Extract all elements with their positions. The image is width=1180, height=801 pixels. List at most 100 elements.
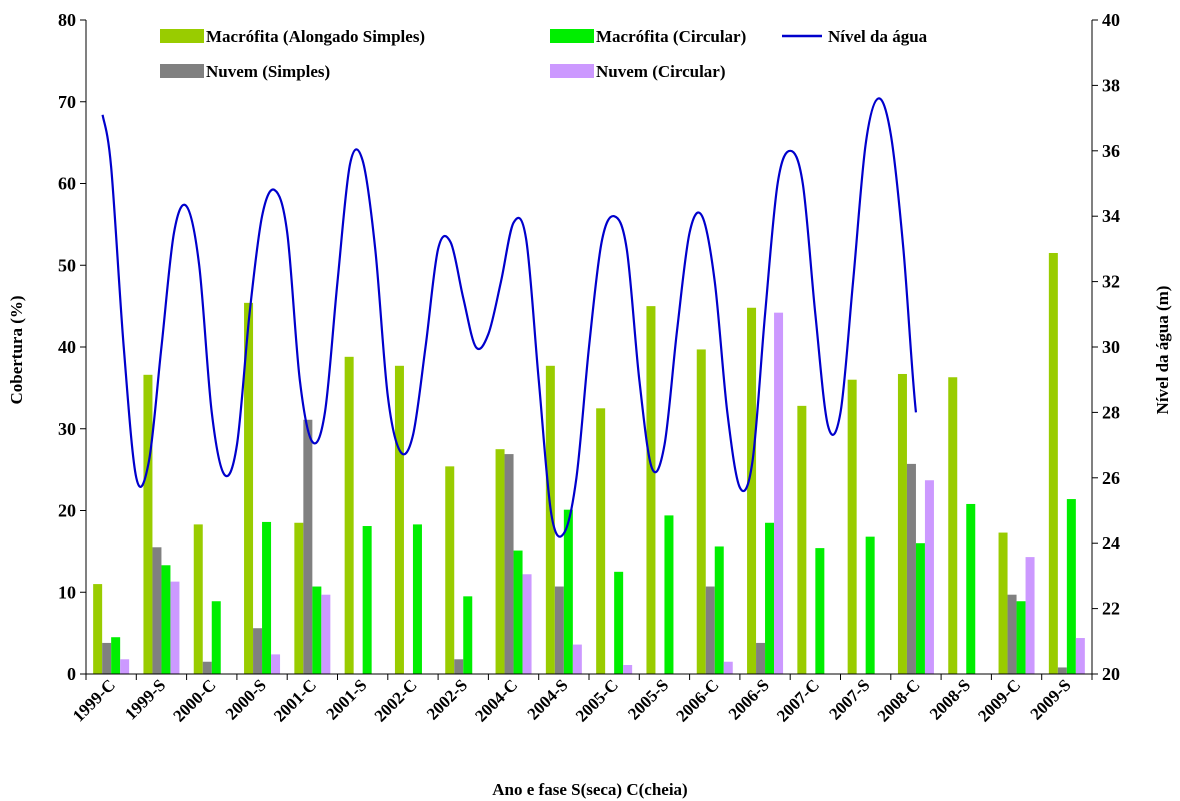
bar — [244, 302, 254, 674]
category-tick-label: 2004-C — [471, 675, 521, 725]
right-tick-label: 22 — [1102, 599, 1120, 619]
bar — [271, 654, 281, 674]
bar — [705, 586, 715, 674]
bar — [774, 312, 784, 674]
category-tick-label: 2000-S — [222, 675, 270, 723]
left-tick-label: 80 — [58, 10, 76, 30]
bar — [563, 509, 573, 674]
bar — [747, 307, 757, 674]
right-tick-label: 28 — [1102, 402, 1120, 422]
right-tick-label: 40 — [1102, 10, 1120, 30]
bar — [102, 642, 112, 674]
bar — [1057, 667, 1067, 674]
left-tick-label: 70 — [58, 92, 76, 112]
right-tick-label: 32 — [1102, 272, 1120, 292]
legend-label: Nível da água — [828, 27, 928, 46]
category-tick-label: 2006-C — [672, 675, 722, 725]
category-tick-label: 1999-S — [121, 675, 169, 723]
bar — [120, 659, 130, 674]
legend: Macrófita (Alongado Simples) Macrófita (C… — [160, 27, 928, 81]
left-axis-ticks: 0 10 20 30 40 50 60 70 80 — [58, 10, 86, 684]
bar — [495, 449, 505, 674]
left-tick-label: 40 — [58, 337, 76, 357]
line-layer — [101, 97, 918, 538]
bar — [152, 547, 162, 674]
legend-swatch — [550, 29, 594, 43]
category-axis-ticks: 1999-C 1999-S 2000-C 2000-S 2001-C 2001-S 2002… — [69, 674, 1093, 726]
category-tick-label: 2005-S — [624, 675, 672, 723]
legend-swatch — [550, 64, 594, 78]
left-tick-label: 30 — [58, 419, 76, 439]
category-tick-label: 2004-S — [524, 675, 572, 723]
bar — [294, 522, 304, 674]
bar — [513, 550, 523, 674]
category-tick-label: 2008-S — [926, 675, 974, 723]
bar — [445, 466, 455, 674]
bar — [211, 601, 221, 674]
bar — [915, 543, 925, 674]
bar — [394, 365, 404, 674]
bar — [545, 365, 555, 674]
bar — [664, 515, 674, 674]
legend-label: Macrófita (Circular) — [596, 27, 746, 46]
category-tick-label: 2006-S — [725, 675, 773, 723]
bar — [321, 594, 331, 674]
category-tick-label: 2009-C — [974, 675, 1024, 725]
water-level-line — [101, 97, 918, 538]
category-tick-label: 1999-C — [69, 675, 119, 725]
right-tick-label: 30 — [1102, 337, 1120, 357]
bar — [614, 571, 624, 674]
bar — [797, 405, 807, 674]
bar — [906, 463, 916, 674]
bar — [463, 596, 473, 674]
bar — [948, 377, 958, 674]
category-tick-label: 2002-S — [423, 675, 471, 723]
bar — [714, 546, 724, 674]
left-tick-label: 50 — [58, 255, 76, 275]
bar — [1075, 638, 1085, 674]
category-tick-label: 2007-S — [825, 675, 873, 723]
bar — [1025, 557, 1035, 674]
bar — [93, 584, 103, 674]
bar — [1048, 252, 1058, 675]
right-tick-label: 24 — [1102, 533, 1120, 553]
category-tick-label: 2008-C — [874, 675, 924, 725]
right-tick-label: 36 — [1102, 141, 1120, 161]
bar — [847, 379, 857, 674]
bar — [454, 659, 464, 674]
bar — [572, 644, 582, 674]
category-tick-label: 2000-C — [169, 675, 219, 725]
bar — [193, 524, 203, 674]
left-tick-label: 60 — [58, 174, 76, 194]
bar — [765, 522, 775, 674]
bar — [623, 665, 633, 674]
bar — [897, 373, 907, 674]
bar — [522, 574, 532, 674]
bar — [723, 661, 733, 674]
category-tick-label: 2009-S — [1027, 675, 1075, 723]
bar — [161, 565, 171, 674]
bar — [303, 419, 313, 674]
category-tick-label: 2001-S — [322, 675, 370, 723]
bar-layer — [93, 252, 1085, 675]
right-tick-label: 26 — [1102, 468, 1120, 488]
bar — [924, 480, 934, 674]
legend-swatch — [160, 29, 204, 43]
bar — [596, 408, 606, 674]
bar — [253, 628, 263, 674]
bar — [262, 521, 272, 674]
right-tick-label: 38 — [1102, 75, 1120, 95]
bar — [412, 524, 422, 674]
bar — [170, 581, 180, 674]
bar — [1007, 594, 1017, 674]
category-tick-label: 2002-C — [371, 675, 421, 725]
legend-swatch — [160, 64, 204, 78]
bar — [998, 532, 1008, 674]
legend-label: Nuvem (Simples) — [206, 62, 330, 81]
bar — [504, 454, 514, 674]
bar — [865, 536, 875, 674]
bar — [1016, 601, 1026, 674]
bar — [756, 642, 766, 674]
y2-axis-title: Nível da água (m) — [1153, 286, 1172, 415]
